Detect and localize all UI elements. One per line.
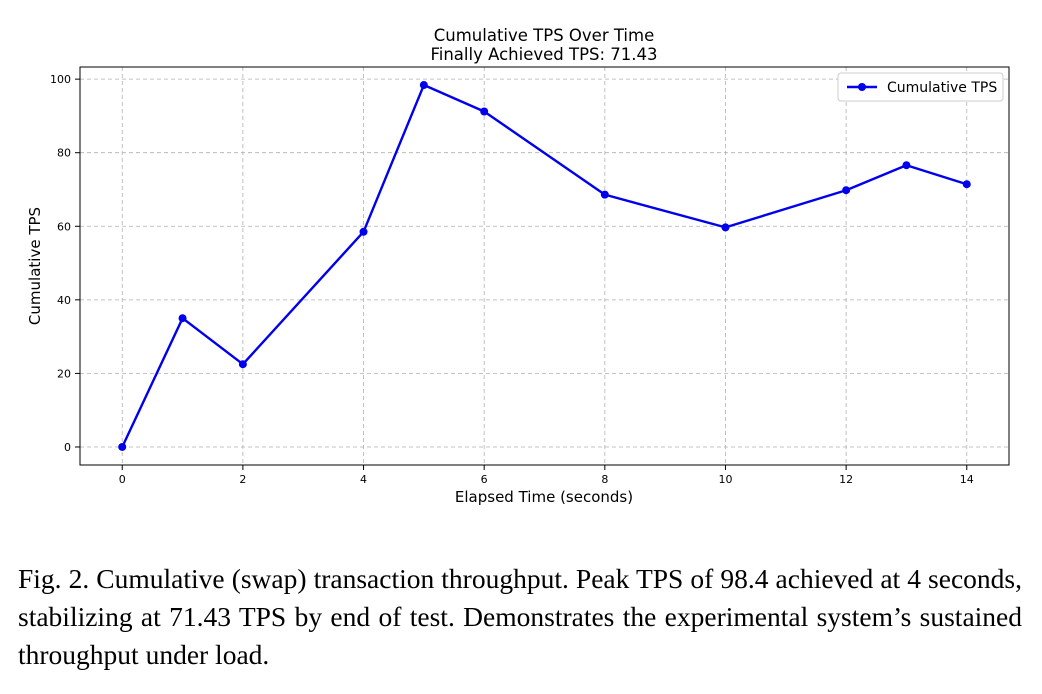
chart-figure: Cumulative TPS Over Time Finally Achieve… xyxy=(26,26,1010,506)
y-tick-label: 60 xyxy=(57,220,71,233)
data-point xyxy=(902,161,911,170)
data-point xyxy=(842,186,851,195)
data-point xyxy=(419,81,428,90)
data-point xyxy=(480,107,489,116)
x-tick-label: 6 xyxy=(481,473,488,486)
y-tick-label: 20 xyxy=(57,367,71,380)
series-line xyxy=(121,83,968,448)
grid-lines xyxy=(80,67,1009,465)
y-tick-label: 80 xyxy=(57,147,71,160)
x-tick-label: 0 xyxy=(119,473,126,486)
legend: Cumulative TPS xyxy=(837,72,1004,102)
x-tick-label: 10 xyxy=(718,473,732,486)
chart-title: Cumulative TPS Over Time xyxy=(434,26,654,45)
y-axis-label: Cumulative TPS xyxy=(26,207,44,325)
legend-marker-swatch xyxy=(858,83,866,91)
y-tick-label: 0 xyxy=(64,441,71,454)
x-tick-label: 2 xyxy=(239,473,246,486)
x-tick-label: 12 xyxy=(839,473,853,486)
data-point xyxy=(721,223,730,232)
x-tick-label: 4 xyxy=(360,473,367,486)
legend-label: Cumulative TPS xyxy=(887,80,997,96)
series-layer xyxy=(118,81,971,451)
chart-subtitle: Finally Achieved TPS: 71.43 xyxy=(430,45,657,64)
data-point xyxy=(359,227,368,236)
y-tick-label: 40 xyxy=(57,294,71,307)
data-point xyxy=(962,180,971,189)
y-tick-label: 100 xyxy=(50,73,71,86)
data-point xyxy=(600,190,609,199)
x-tick-label: 14 xyxy=(960,473,974,486)
figure-caption: Fig. 2. Cumulative (swap) transaction th… xyxy=(18,563,1022,670)
plot-area-frame xyxy=(79,66,1010,466)
data-point xyxy=(118,442,127,451)
legend-box xyxy=(837,72,1004,102)
axis-ticks: 0 2 4 6 8 10 12 14 0 20 40 60 80 100 xyxy=(50,73,974,486)
x-axis-label: Elapsed Time (seconds) xyxy=(455,488,633,506)
x-tick-label: 8 xyxy=(601,473,608,486)
data-point xyxy=(238,360,247,369)
data-point xyxy=(178,314,187,323)
